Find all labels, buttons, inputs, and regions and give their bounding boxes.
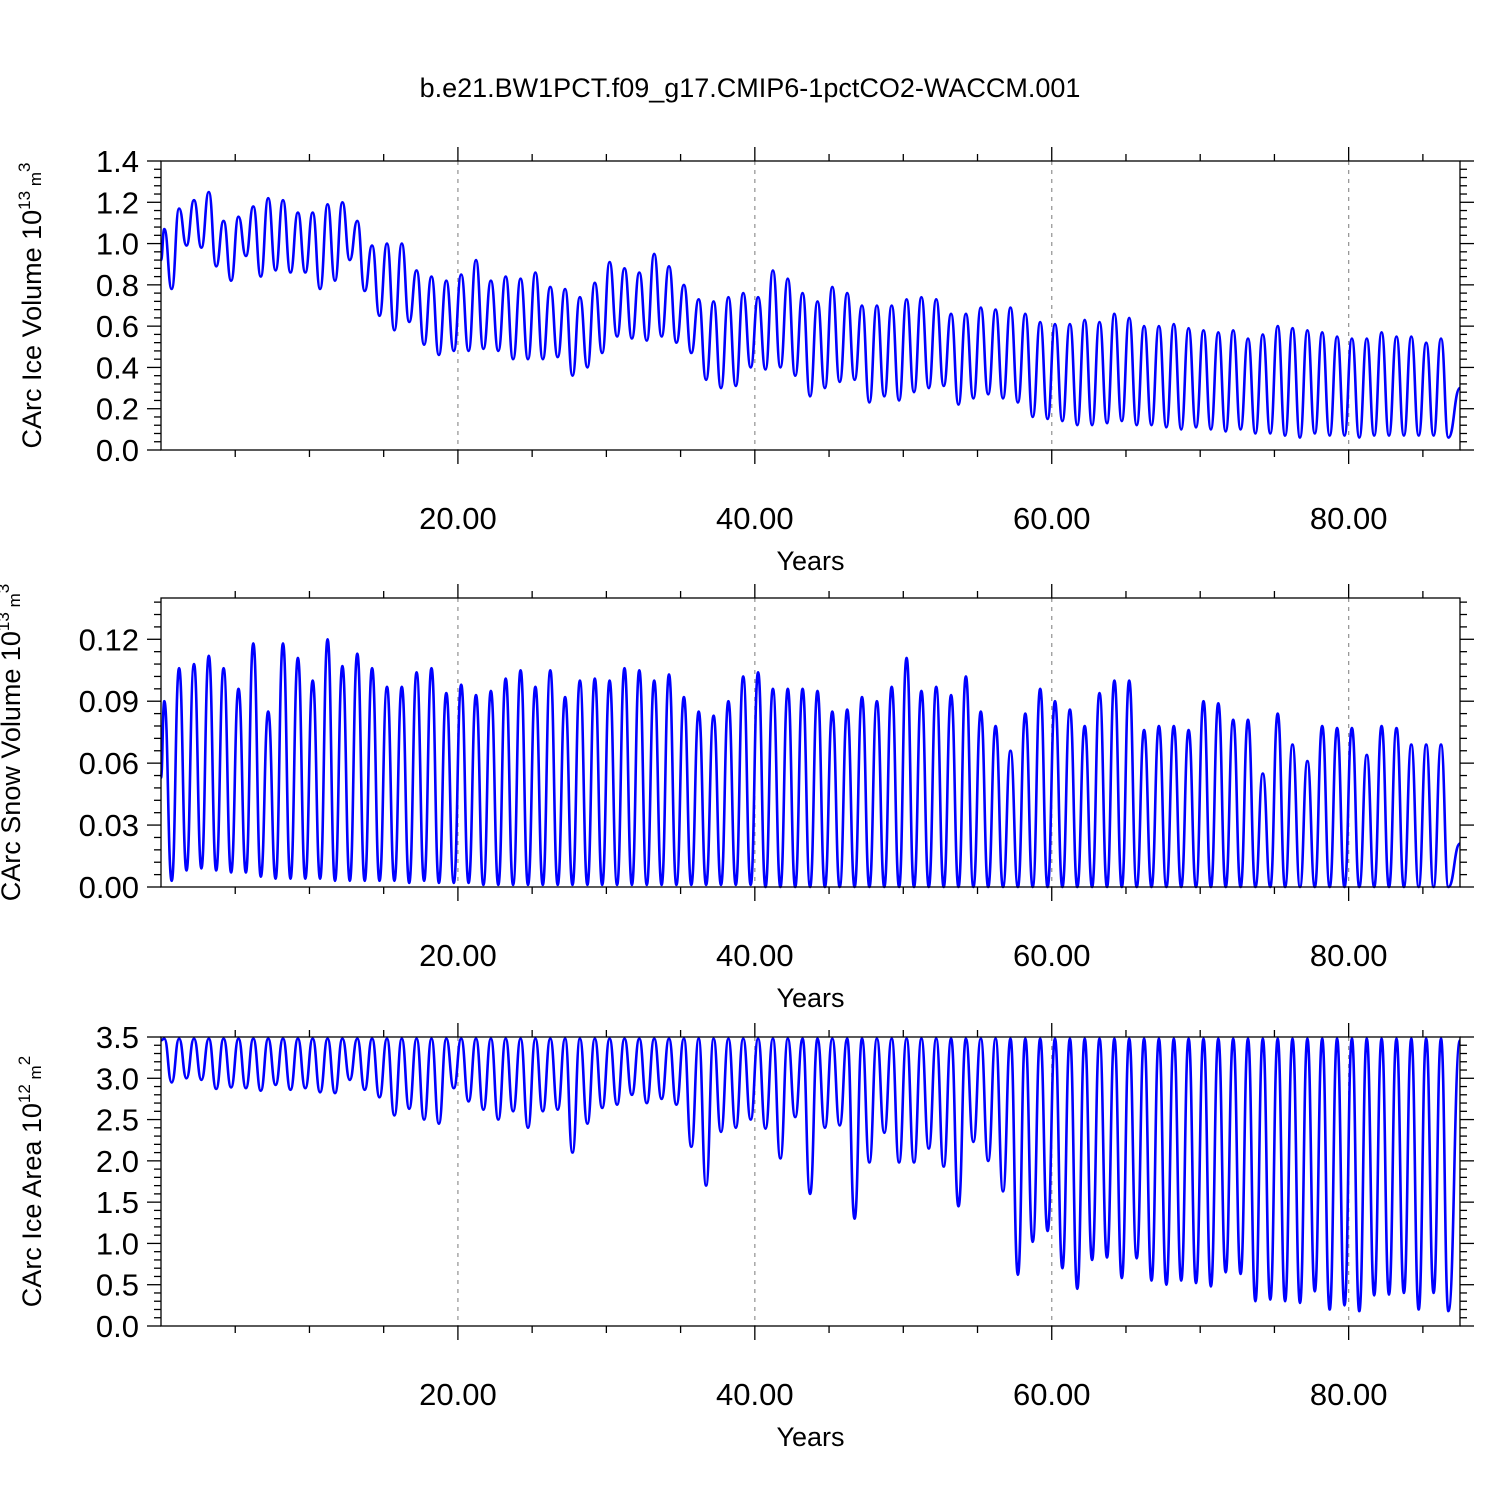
series-line — [159, 638, 1462, 889]
x-axis-label: Years — [776, 1422, 844, 1452]
x-tick-label: 80.00 — [1310, 501, 1388, 536]
y-tick-label: 0.09 — [79, 684, 139, 719]
y-tick-label: 3.5 — [96, 1020, 139, 1055]
y-tick-label: 0.00 — [79, 870, 139, 905]
y-axis-label: CArc Snow Volume 1013 m3 — [0, 584, 26, 901]
y-tick-label: 1.2 — [96, 185, 139, 220]
y-tick-label: 1.0 — [96, 1226, 139, 1261]
plot-frame — [160, 160, 1461, 451]
plot-frame — [160, 597, 1461, 888]
x-tick-label: 20.00 — [419, 501, 497, 536]
x-tick-label: 60.00 — [1013, 938, 1091, 973]
y-tick-label: 0.0 — [96, 433, 139, 468]
y-tick-label: 0.0 — [96, 1309, 139, 1344]
y-tick-label: 0.8 — [96, 268, 139, 303]
y-axis-label: CArc Ice Volume 1013 m3 — [15, 163, 47, 449]
y-tick-label: 0.03 — [79, 808, 139, 843]
x-axis-label: Years — [776, 983, 844, 1013]
y-tick-label: 3.0 — [96, 1061, 139, 1096]
chart-panel-3: 0.0 0.5 1.0 1.5 2.0 2.5 3.0 3.5 20.00 40.00 60.00 8… — [15, 1020, 1474, 1452]
x-tick-label: 40.00 — [716, 501, 794, 536]
x-tick-label: 20.00 — [419, 1377, 497, 1412]
y-tick-label: 0.4 — [96, 350, 139, 385]
y-tick-label: 1.0 — [96, 227, 139, 262]
plot-frame — [160, 1036, 1461, 1327]
y-tick-label: 1.4 — [96, 144, 139, 179]
series-line — [160, 1037, 1462, 1313]
y-tick-label: 2.5 — [96, 1103, 139, 1138]
y-tick-label: 0.12 — [79, 622, 139, 657]
x-axis-label: Years — [776, 546, 844, 576]
y-tick-label: 1.5 — [96, 1185, 139, 1220]
y-tick-label: 0.06 — [79, 746, 139, 781]
series-line — [159, 190, 1462, 439]
y-axis-label: CArc Ice Area 1012 m2 — [15, 1056, 47, 1307]
x-tick-label: 80.00 — [1310, 938, 1388, 973]
y-tick-label: 0.2 — [96, 392, 139, 427]
x-tick-label: 40.00 — [716, 938, 794, 973]
x-tick-label: 60.00 — [1013, 501, 1091, 536]
chart-panel-2: 0.00 0.03 0.06 0.09 0.12 20.00 40.00 60.00 80.00… — [0, 584, 1474, 1013]
figure-title: b.e21.BW1PCT.f09_g17.CMIP6-1pctCO2-WACCM… — [420, 73, 1081, 103]
chart-panel-1: 0.0 0.2 0.4 0.6 0.8 1.0 1.2 1.4 20.00 40.00 60.00 8… — [15, 144, 1474, 576]
y-tick-label: 2.0 — [96, 1144, 139, 1179]
x-tick-label: 20.00 — [419, 938, 497, 973]
y-tick-label: 0.6 — [96, 309, 139, 344]
x-tick-label: 60.00 — [1013, 1377, 1091, 1412]
x-tick-label: 40.00 — [716, 1377, 794, 1412]
y-tick-label: 0.5 — [96, 1268, 139, 1303]
x-tick-label: 80.00 — [1310, 1377, 1388, 1412]
